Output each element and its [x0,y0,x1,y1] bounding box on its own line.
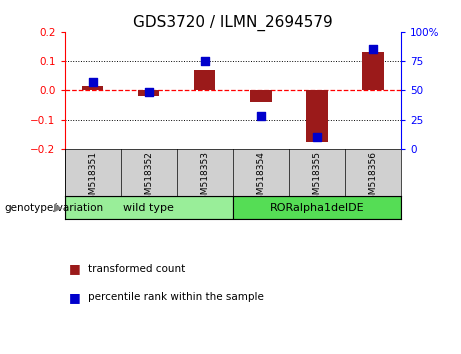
Text: wild type: wild type [123,203,174,213]
Point [145,89,152,95]
Point [89,79,96,85]
Text: ■: ■ [69,263,81,275]
Text: transformed count: transformed count [88,264,185,274]
Title: GDS3720 / ILMN_2694579: GDS3720 / ILMN_2694579 [133,14,333,30]
Bar [250,91,272,102]
Point [201,58,208,64]
Text: GSM518354: GSM518354 [256,152,266,206]
Bar [233,196,401,219]
Text: GSM518356: GSM518356 [368,152,378,206]
Bar [362,52,384,91]
Text: GSM518351: GSM518351 [88,152,97,206]
Bar [138,91,160,96]
Point [369,47,377,52]
Text: RORalpha1delDE: RORalpha1delDE [270,203,364,213]
Text: ■: ■ [69,291,81,304]
Point [257,113,265,119]
Text: GSM518352: GSM518352 [144,152,153,206]
Text: GSM518353: GSM518353 [200,152,209,206]
Text: percentile rank within the sample: percentile rank within the sample [88,292,264,302]
Bar [194,70,215,91]
Text: genotype/variation: genotype/variation [5,203,104,213]
Bar [82,86,103,91]
Point [313,135,321,140]
Text: GSM518355: GSM518355 [313,152,321,206]
Text: ▶: ▶ [54,203,62,213]
Bar [306,91,328,142]
Bar [65,196,233,219]
